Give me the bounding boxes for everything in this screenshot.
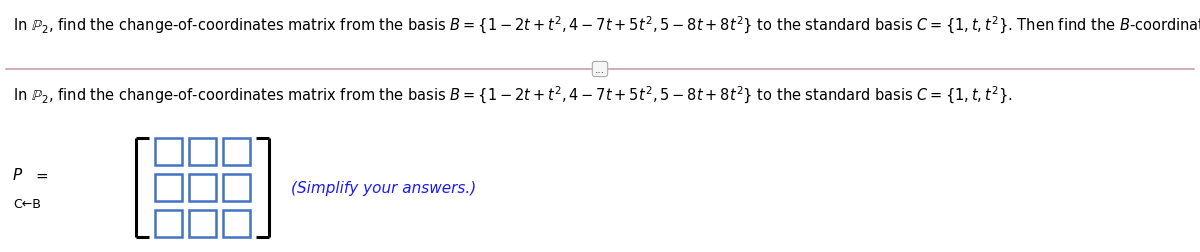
Text: C←B: C←B bbox=[13, 197, 41, 210]
FancyBboxPatch shape bbox=[190, 174, 216, 201]
Text: P: P bbox=[13, 168, 23, 183]
FancyBboxPatch shape bbox=[155, 210, 182, 237]
FancyBboxPatch shape bbox=[190, 138, 216, 165]
FancyBboxPatch shape bbox=[155, 138, 182, 165]
Text: In $\mathbb{P}_2$, find the change-of-coordinates matrix from the basis $B = \{1: In $\mathbb{P}_2$, find the change-of-co… bbox=[13, 85, 1013, 106]
FancyBboxPatch shape bbox=[155, 174, 182, 201]
FancyBboxPatch shape bbox=[223, 210, 250, 237]
Text: =: = bbox=[35, 168, 48, 183]
Text: In $\mathbb{P}_2$, find the change-of-coordinates matrix from the basis $B = \{1: In $\mathbb{P}_2$, find the change-of-co… bbox=[13, 15, 1200, 36]
FancyBboxPatch shape bbox=[223, 138, 250, 165]
Text: (Simplify your answers.): (Simplify your answers.) bbox=[292, 180, 476, 195]
Text: ...: ... bbox=[595, 65, 605, 75]
FancyBboxPatch shape bbox=[190, 210, 216, 237]
FancyBboxPatch shape bbox=[223, 174, 250, 201]
